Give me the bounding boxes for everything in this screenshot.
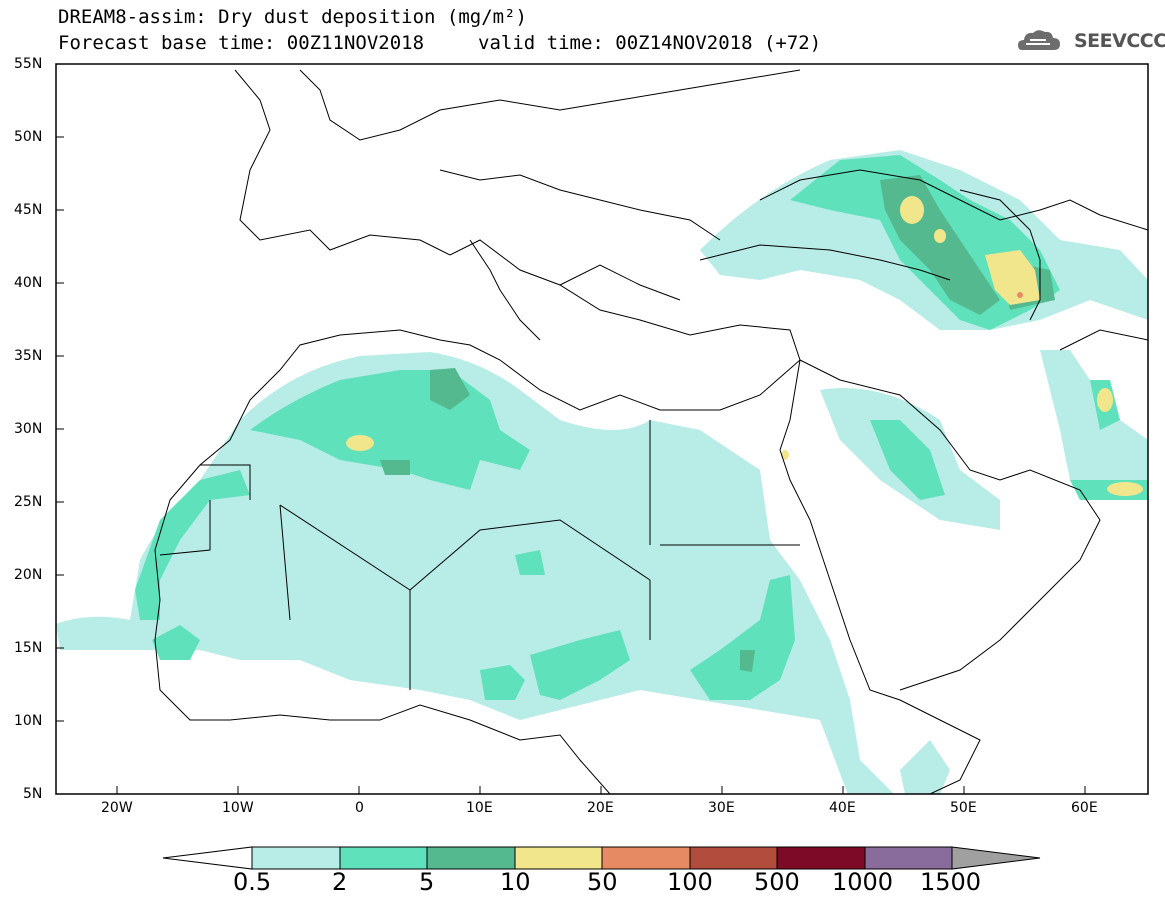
valid-time: valid time: 00Z14NOV2018 (+72) [478,32,822,54]
lon-label-40e: 40E [829,800,856,816]
lat-label-35n: 35N [14,348,43,364]
lat-label-40n: 40N [14,275,43,291]
lat-label-30n: 30N [14,421,43,437]
lon-label-0: 0 [355,800,364,816]
lon-label-50e: 50E [950,800,977,816]
lon-label-10e: 10E [466,800,493,816]
colorbar-label-500: 500 [754,868,800,896]
colorbar-label-5: 5 [419,868,435,896]
forecast-base-time: Forecast base time: 00Z11NOV2018 [58,32,425,54]
coastlines-borders [154,69,1148,794]
lat-label-45n: 45N [14,202,43,218]
lat-label-10n: 10N [14,713,43,729]
lon-label-30e: 30E [708,800,735,816]
map-title: DREAM8-assim: Dry dust deposition (mg/m²… [58,6,527,28]
lat-label-25n: 25N [14,494,43,510]
lat-label-50n: 50N [14,129,43,145]
colorbar-label-0.5: 0.5 [233,868,272,896]
colorbar [162,846,1041,870]
colorbar-label-50: 50 [587,868,618,896]
colorbar-label-10: 10 [500,868,531,896]
colorbar-label-1000: 1000 [832,868,894,896]
lon-label-60e: 60E [1071,800,1098,816]
logo-text: SEEVCCC [1074,30,1165,52]
lat-label-20n: 20N [14,567,43,583]
axis-ticks [56,63,1086,794]
colorbar-label-1500: 1500 [920,868,982,896]
colorbar-label-2: 2 [332,868,348,896]
dust-field [56,150,1148,794]
dust-level-50-100 [1017,292,1023,298]
dust-level-10-50 [346,196,1143,496]
lon-label-20e: 20E [587,800,614,816]
lon-label-10w: 10W [222,800,254,816]
colorbar-label-100: 100 [667,868,713,896]
lat-label-5n: 5N [23,786,43,802]
lat-label-55n: 55N [14,56,43,72]
lat-label-15n: 15N [14,640,43,656]
lon-label-20w: 20W [101,800,133,816]
cloud-logo-icon [1018,30,1060,50]
